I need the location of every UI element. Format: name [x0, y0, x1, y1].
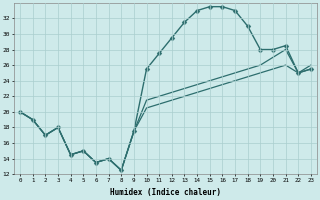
- X-axis label: Humidex (Indice chaleur): Humidex (Indice chaleur): [110, 188, 221, 197]
